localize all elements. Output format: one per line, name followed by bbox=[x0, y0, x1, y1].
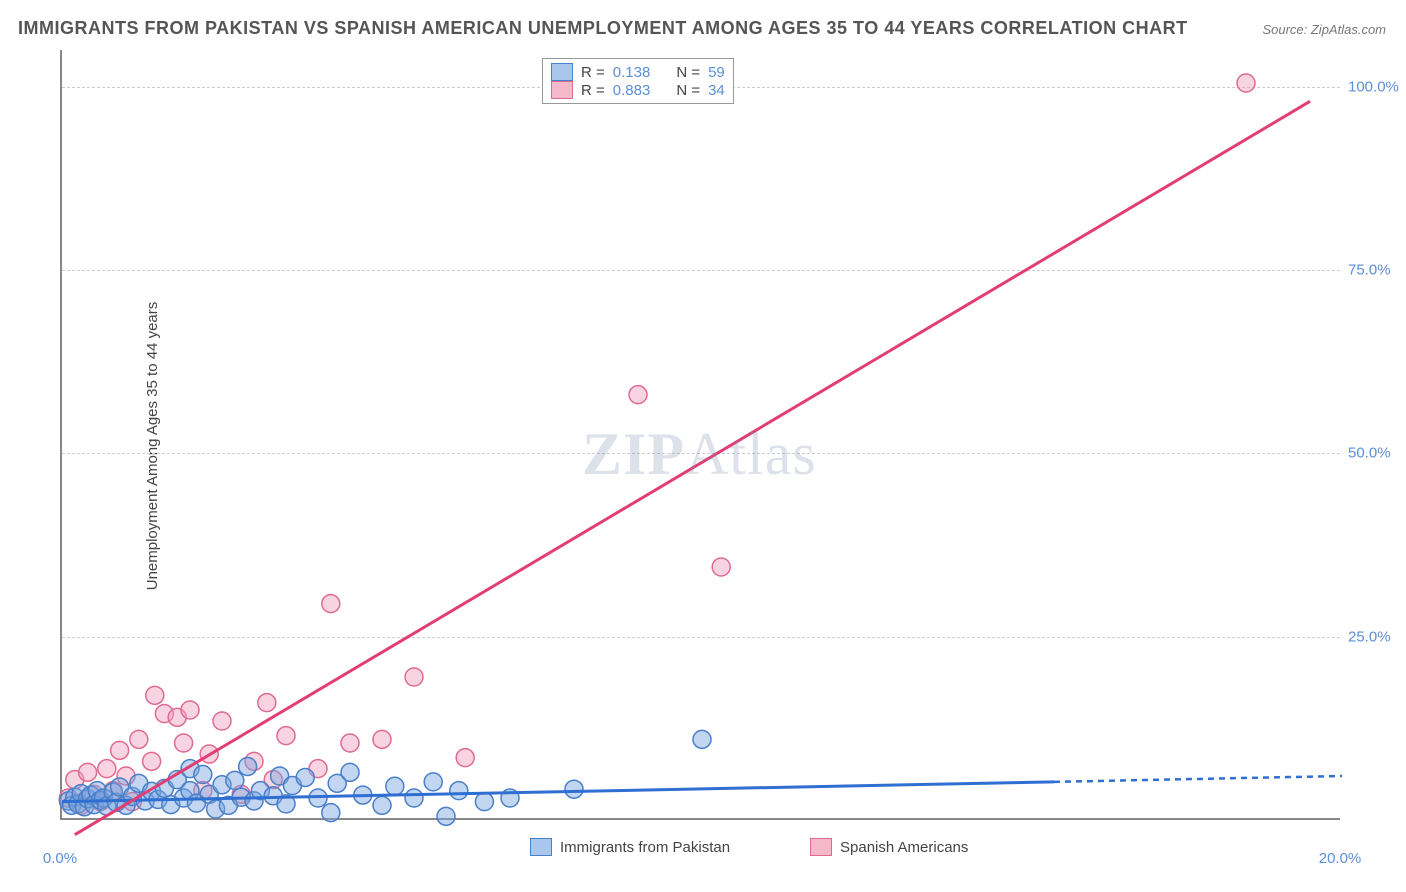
legend-label: Immigrants from Pakistan bbox=[560, 839, 730, 856]
x-tick-label: 0.0% bbox=[43, 850, 77, 867]
correlation-legend: R = 0.138 N = 59 R = 0.883 N = 34 bbox=[542, 58, 734, 104]
legend-r-value: 0.883 bbox=[613, 82, 651, 99]
y-tick-label: 75.0% bbox=[1348, 262, 1391, 279]
y-tick-label: 25.0% bbox=[1348, 628, 1391, 645]
legend-swatch-pink bbox=[810, 838, 832, 856]
legend-swatch-blue bbox=[551, 63, 573, 81]
x-tick-label: 20.0% bbox=[1319, 850, 1362, 867]
y-tick-label: 50.0% bbox=[1348, 445, 1391, 462]
legend-r-label: R = bbox=[581, 64, 605, 81]
scatter-svg bbox=[62, 50, 1340, 818]
legend-label: Spanish Americans bbox=[840, 839, 968, 856]
legend-n-label: N = bbox=[676, 64, 700, 81]
legend-n-value: 59 bbox=[708, 64, 725, 81]
legend-n-label: N = bbox=[676, 82, 700, 99]
y-tick-label: 100.0% bbox=[1348, 78, 1399, 95]
legend-n-value: 34 bbox=[708, 82, 725, 99]
source-attribution: Source: ZipAtlas.com bbox=[1262, 22, 1386, 37]
legend-r-label: R = bbox=[581, 82, 605, 99]
chart-title: IMMIGRANTS FROM PAKISTAN VS SPANISH AMER… bbox=[18, 18, 1188, 39]
legend-row-1: R = 0.138 N = 59 bbox=[551, 63, 725, 81]
plot-area: ZIPAtlas R = 0.138 N = 59 R = 0.883 N = … bbox=[60, 50, 1340, 820]
series-legend-1: Immigrants from Pakistan bbox=[530, 838, 730, 856]
series-legend-2: Spanish Americans bbox=[810, 838, 968, 856]
legend-swatch-pink bbox=[551, 81, 573, 99]
legend-row-2: R = 0.883 N = 34 bbox=[551, 81, 725, 99]
legend-r-value: 0.138 bbox=[613, 64, 651, 81]
legend-swatch-blue bbox=[530, 838, 552, 856]
